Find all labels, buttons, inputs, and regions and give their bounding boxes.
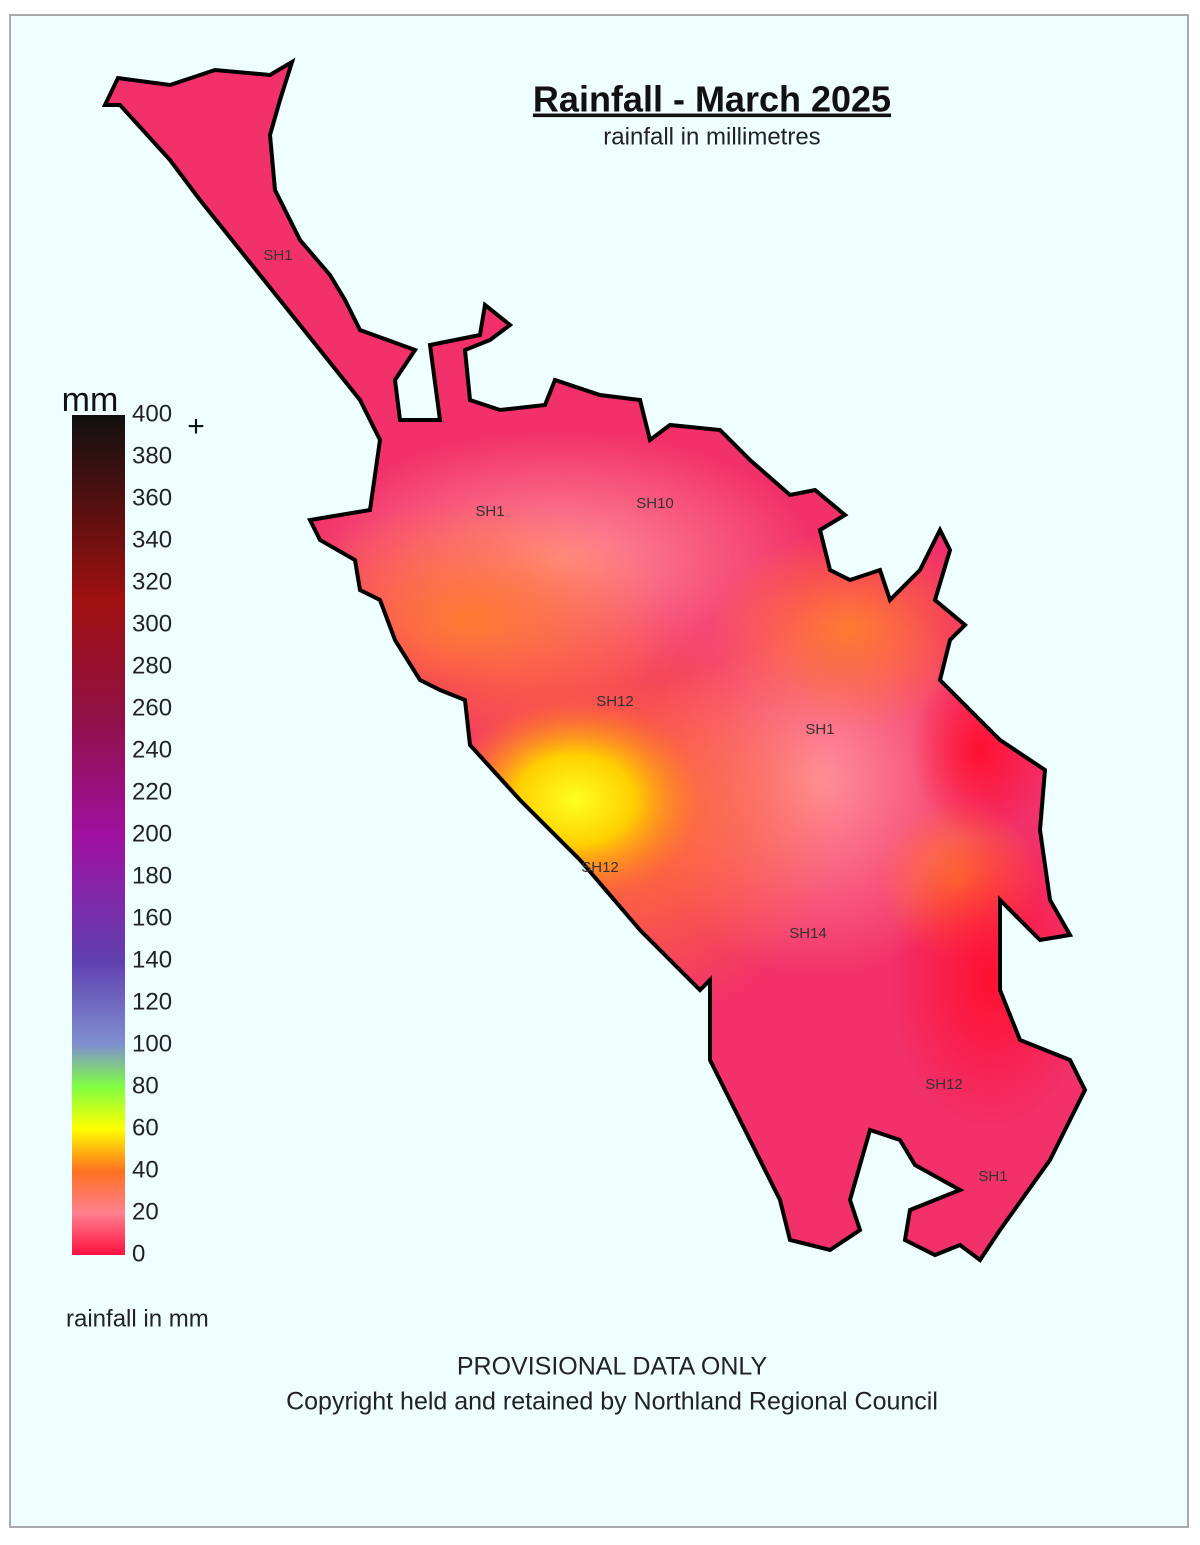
legend-tick-label: 40 [132, 1156, 159, 1183]
legend-tick-label: 180 [132, 862, 172, 889]
legend-unit: mm [62, 381, 119, 419]
legend-tick-label: 80 [132, 1072, 159, 1099]
legend-caption: rainfall in mm [66, 1305, 209, 1332]
road-label: SH12 [581, 859, 619, 876]
legend-tick-label: 360 [132, 484, 172, 511]
legend-tick-label: 400 [132, 400, 172, 427]
legend-tick-label: 140 [132, 946, 172, 973]
subtitle: rainfall in millimetres [603, 123, 820, 150]
legend-tick-label: 340 [132, 526, 172, 553]
legend-tick-label: 200 [132, 820, 172, 847]
road-label: SH1 [805, 721, 834, 738]
legend-plus: + [187, 410, 205, 443]
road-label: SH10 [636, 495, 674, 512]
road-label: SH1 [263, 247, 292, 264]
road-label: SH12 [596, 693, 634, 710]
legend-tick-label: 0 [132, 1240, 145, 1267]
road-label: SH1 [475, 503, 504, 520]
legend-tick-label: 240 [132, 736, 172, 763]
copyright: Copyright held and retained by Northland… [286, 1388, 938, 1416]
road-label: SH12 [925, 1076, 963, 1093]
legend-tick-label: 120 [132, 988, 172, 1015]
title: Rainfall - March 2025 [533, 79, 891, 120]
legend-tick-label: 220 [132, 778, 172, 805]
legend-tick-label: 160 [132, 904, 172, 931]
legend-tick-label: 100 [132, 1030, 172, 1057]
notice: PROVISIONAL DATA ONLY [457, 1353, 768, 1381]
legend-tick-label: 320 [132, 568, 172, 595]
road-label: SH1 [978, 1168, 1007, 1185]
color-bar [72, 415, 125, 1255]
legend-tick-label: 380 [132, 442, 172, 469]
legend-tick-label: 20 [132, 1198, 159, 1225]
legend-tick-label: 280 [132, 652, 172, 679]
road-label: SH14 [789, 925, 827, 942]
legend-tick-label: 60 [132, 1114, 159, 1141]
legend-tick-label: 300 [132, 610, 172, 637]
legend-tick-label: 260 [132, 694, 172, 721]
